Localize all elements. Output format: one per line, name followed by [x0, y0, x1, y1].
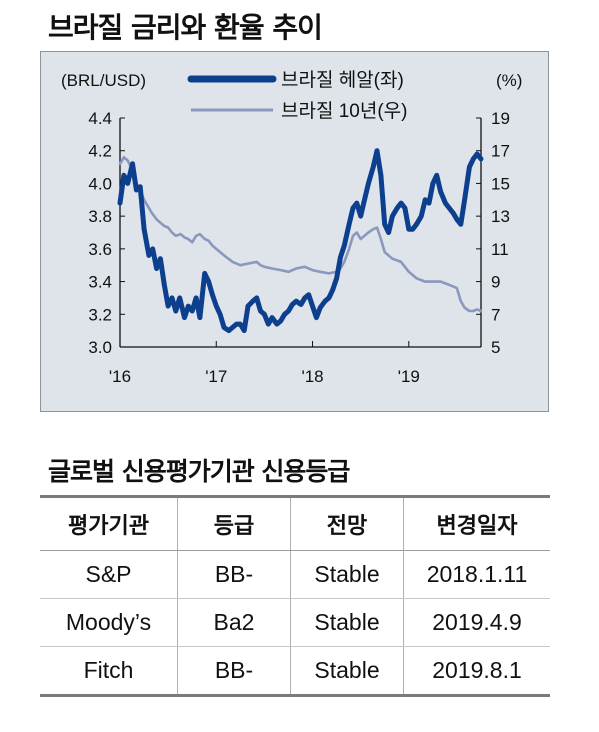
table-row: Fitch BB- Stable 2019.8.1 [40, 646, 550, 697]
x-tick-label: '18 [301, 367, 323, 386]
x-tick-label: '17 [205, 367, 227, 386]
credit-rating-table: 평가기관 등급 전망 변경일자 S&P BB- Stable 2018.1.11… [40, 495, 550, 697]
table-row: Moody’s Ba2 Stable 2019.4.9 [40, 598, 550, 647]
legend-label-brl: 브라질 헤알(좌) [281, 69, 404, 91]
cell-agency: Moody’s [40, 598, 178, 647]
right-tick-label: 17 [491, 142, 510, 161]
cell-rating: Ba2 [177, 598, 291, 647]
left-tick-label: 3.6 [88, 240, 112, 259]
cell-agency: Fitch [40, 646, 178, 697]
header-outlook: 전망 [290, 495, 404, 551]
cell-change-date: 2018.1.11 [403, 550, 550, 599]
cell-rating: BB- [177, 550, 291, 599]
right-tick-label: 5 [491, 338, 500, 357]
left-axis-unit: (BRL/USD) [61, 71, 146, 90]
left-tick-label: 3.2 [88, 305, 112, 324]
right-tick-label: 15 [491, 174, 510, 193]
left-tick-label: 4.2 [88, 142, 112, 161]
series-line-brl [117, 148, 484, 334]
left-tick-label: 3.0 [88, 338, 112, 357]
legend-label-10y: 브라질 10년(우) [281, 100, 407, 122]
header-agency: 평가기관 [40, 495, 178, 551]
right-tick-label: 19 [491, 109, 510, 128]
cell-rating: BB- [177, 646, 291, 697]
cell-outlook: Stable [290, 550, 404, 599]
left-tick-label: 4.4 [88, 109, 112, 128]
x-tick-label: '16 [109, 367, 131, 386]
series-line-10y [118, 156, 483, 313]
cell-outlook: Stable [290, 646, 404, 697]
chart-area: 4.4 4.2 4.0 3.8 3.6 3.4 3.2 3.0 19 17 15 13 11 9 7 5 '16… [40, 51, 549, 412]
cell-agency: S&P [40, 550, 178, 599]
right-tick-label: 11 [491, 240, 509, 259]
x-tick-label: '19 [398, 367, 420, 386]
line-chart: 4.4 4.2 4.0 3.8 3.6 3.4 3.2 3.0 19 17 15 13 11 9 7 5 '16… [61, 69, 522, 386]
header-rating: 등급 [177, 495, 291, 551]
header-change-date: 변경일자 [403, 495, 550, 551]
left-tick-label: 4.0 [88, 174, 112, 193]
left-tick-label: 3.8 [88, 207, 112, 226]
right-tick-label: 9 [491, 273, 500, 292]
table-title: 글로벌 신용평가기관 신용등급 [48, 457, 350, 486]
right-tick-label: 7 [491, 305, 500, 324]
table-row: S&P BB- Stable 2018.1.11 [40, 550, 550, 599]
left-tick-label: 3.4 [88, 273, 112, 292]
right-tick-label: 13 [491, 207, 510, 226]
table-header-row: 평가기관 등급 전망 변경일자 [40, 495, 550, 551]
chart-title: 브라질 금리와 환율 추이 [48, 11, 323, 44]
cell-change-date: 2019.8.1 [403, 646, 550, 697]
right-axis-unit: (%) [496, 71, 522, 90]
cell-outlook: Stable [290, 598, 404, 647]
cell-change-date: 2019.4.9 [403, 598, 550, 647]
